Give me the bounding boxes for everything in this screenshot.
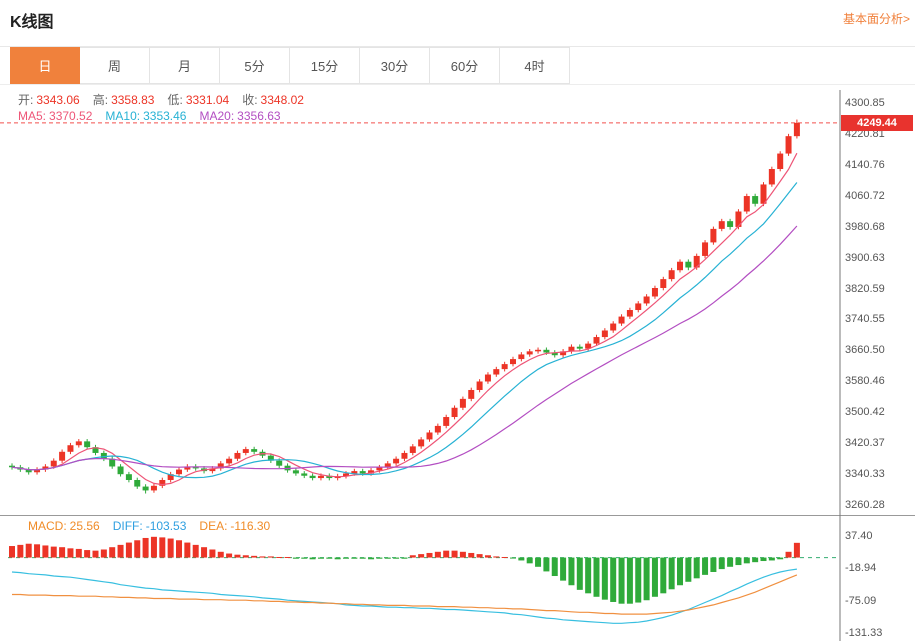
- macd-axis-label: -18.94: [845, 562, 877, 575]
- legend-item: MACD: 25.56: [28, 519, 100, 533]
- legend-item: DIFF: -103.53: [112, 519, 187, 533]
- y-axis-label: 4220.81: [845, 127, 885, 140]
- tab-2[interactable]: 周: [80, 47, 150, 84]
- macd-axis-label: -75.09: [845, 594, 877, 607]
- legend-item: MA20: 3356.63: [199, 109, 281, 123]
- page-title: K线图: [10, 14, 54, 31]
- price-badge-value: 4249.44: [857, 116, 897, 129]
- y-axis-label: 3740.55: [845, 313, 885, 326]
- legend-item: MA5: 3370.52: [18, 109, 93, 123]
- y-axis-label: 3980.68: [845, 220, 885, 233]
- legend-item: 低: 3331.04: [167, 93, 230, 107]
- ohlc-legend: 开: 3343.06 高: 3358.83 低: 3331.04 收: 3348.02: [18, 91, 317, 108]
- price-badge: 4249.44: [841, 114, 913, 131]
- macd-legend: MACD: 25.56 DIFF: -103.53 DEA: -116.30: [28, 519, 283, 533]
- y-axis-label: 4140.76: [845, 158, 885, 171]
- y-axis-label: 3580.46: [845, 375, 885, 388]
- legend-item: DEA: -116.30: [199, 519, 271, 533]
- y-axis-label: 3500.42: [845, 406, 885, 419]
- tab-5[interactable]: 15分: [290, 47, 360, 84]
- y-axis-label: 3340.33: [845, 468, 885, 481]
- y-axis-label: 3900.63: [845, 251, 885, 264]
- tab-bar: 日周月 5分 15分 30分 60分 4时: [0, 46, 915, 85]
- tab-8[interactable]: 4时: [500, 47, 570, 84]
- main-chart-svg[interactable]: [0, 90, 915, 515]
- macd-axis-label: 37.40: [845, 530, 873, 542]
- macd-axis-label: -131.33: [845, 627, 883, 640]
- tab-1[interactable]: 日: [10, 47, 80, 84]
- tab-3[interactable]: 月: [150, 47, 220, 84]
- y-axis-label: 3420.37: [845, 437, 885, 450]
- fundamental-analysis-link[interactable]: 基本面分析>: [842, 12, 910, 26]
- y-axis-label: 3660.50: [845, 344, 885, 357]
- tab-4[interactable]: 5分: [220, 47, 290, 84]
- tab-6[interactable]: 30分: [360, 47, 430, 84]
- y-axis-label: 3260.28: [845, 498, 885, 511]
- legend-item: 高: 3358.83: [92, 93, 155, 107]
- legend-item: MA10: 3353.46: [105, 109, 187, 123]
- y-axis-label: 4060.72: [845, 189, 885, 202]
- legend-item: 开: 3343.06: [18, 93, 80, 107]
- y-axis-label: 3820.59: [845, 282, 885, 295]
- legend-item: 收: 3348.02: [242, 93, 304, 107]
- macd-chart-svg[interactable]: [0, 515, 915, 641]
- tab-7[interactable]: 60分: [430, 47, 500, 84]
- ma-legend: MA5: 3370.52 MA10: 3353.46 MA20: 3356.63: [18, 109, 294, 123]
- y-axis-label: 4300.85: [845, 97, 885, 109]
